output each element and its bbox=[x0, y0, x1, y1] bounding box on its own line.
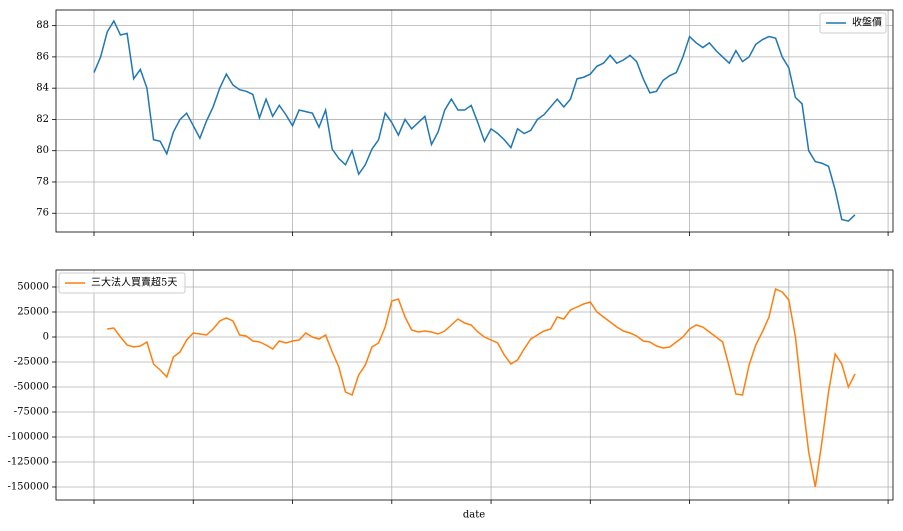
y-tick-label: 50000 bbox=[17, 282, 49, 293]
legend-box bbox=[58, 272, 186, 294]
axes-frame bbox=[55, 269, 894, 501]
y-tick-label: 78 bbox=[36, 176, 49, 187]
y-tick-label: -75000 bbox=[14, 407, 49, 418]
y-tick-label: 88 bbox=[36, 20, 49, 31]
y-tick-label: 82 bbox=[36, 114, 49, 125]
legend-label: 收盤價 bbox=[852, 16, 882, 29]
y-tick-label: 86 bbox=[36, 51, 49, 62]
legend-box bbox=[819, 12, 887, 34]
x-axis-label: date bbox=[463, 510, 485, 521]
y-tick-label: -50000 bbox=[14, 382, 49, 393]
y-tick-label: -25000 bbox=[14, 357, 49, 368]
y-tick-label: -100000 bbox=[7, 432, 49, 443]
y-tick-label: -125000 bbox=[7, 457, 49, 468]
y-tick-label: 80 bbox=[36, 145, 49, 156]
y-tick-label: 76 bbox=[36, 208, 49, 219]
line bbox=[93, 19, 856, 222]
legend-label: 三大法人買賣超5天 bbox=[91, 276, 177, 289]
y-tick-label: 0 bbox=[43, 332, 49, 343]
axes-frame bbox=[55, 9, 894, 233]
y-tick-label: -150000 bbox=[7, 482, 49, 493]
y-tick-label: 25000 bbox=[17, 307, 49, 318]
line bbox=[107, 287, 856, 488]
y-tick-label: 84 bbox=[36, 83, 49, 94]
